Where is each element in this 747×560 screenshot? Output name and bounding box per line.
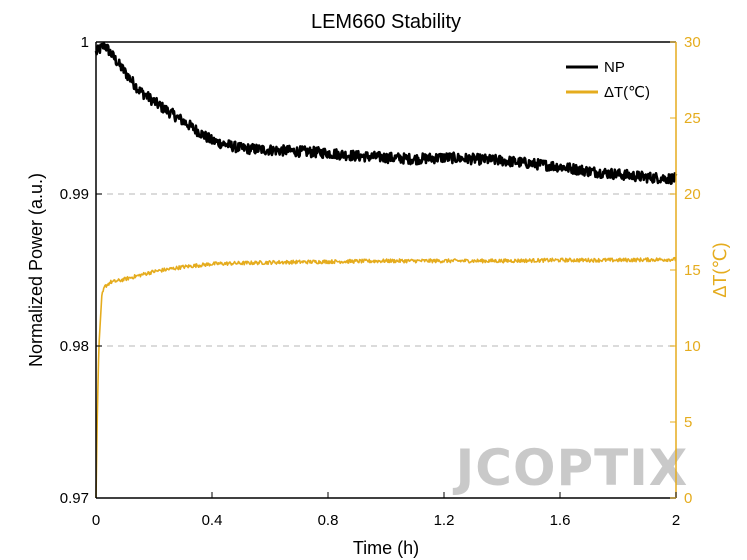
y-right-tick-label: 20 [684,186,701,203]
y-left-axis-label: Normalized Power (a.u.) [26,173,46,367]
y-right-tick-label: 10 [684,338,701,355]
x-tick-label: 0.8 [318,512,339,529]
chart-title: LEM660 Stability [311,11,461,33]
series-dt-line [95,256,677,499]
series-layer [94,41,678,499]
y-left-tick-label: 0.97 [60,490,89,507]
series-np-line [94,41,678,185]
x-tick-label: 1.6 [550,512,571,529]
legend: NP ΔT(℃) [566,59,650,101]
y-right-tick-label: 25 [684,110,701,127]
x-tick-label: 0 [92,512,100,529]
y-right-tick-label: 5 [684,414,692,431]
x-axis-label: Time (h) [353,538,419,558]
x-tick-label: 1.2 [434,512,455,529]
x-tick-label: 0.4 [202,512,223,529]
y-left-tick-label: 0.99 [60,186,89,203]
watermark-text: JCOPTIX [453,439,689,497]
legend-np-label: NP [604,59,625,76]
gridlines [96,193,676,347]
y-right-tick-label: 0 [684,490,692,507]
plot-frame [95,41,677,499]
y-left-ticks: 0.97 0.98 0.99 1 [60,34,102,507]
y-right-tick-label: 30 [684,34,701,51]
y-left-tick-label: 0.98 [60,338,89,355]
y-right-tick-label: 15 [684,262,701,279]
legend-dt-label: ΔT(℃) [604,84,650,101]
watermark: JCOPTIX [453,439,689,497]
x-ticks: 0 0.4 0.8 1.2 1.6 2 [92,492,680,529]
y-left-tick-label: 1 [81,34,89,51]
y-right-axis-label: ΔT(℃) [710,242,730,297]
y-right-ticks: 0 5 10 15 20 25 30 [670,34,701,507]
x-tick-label: 2 [672,512,680,529]
